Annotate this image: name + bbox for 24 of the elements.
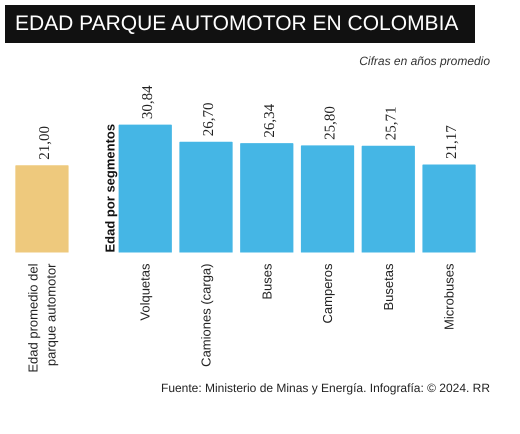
data-label: 26,34 [262,104,278,138]
x-tick-label: Camperos [320,263,336,324]
x-tick-label: Volquetas [138,263,153,321]
x-tick-label: Busetas [380,263,396,311]
bar [118,124,172,253]
x-tick-label: Edad promedio del parque automotor [25,262,58,373]
data-label: 21,00 [36,126,53,160]
chart-subtitle: Cifras en años promedio [359,53,490,70]
annotation: Edad por segmentos [102,124,118,253]
bar [422,164,476,253]
x-tick-label: Microbuses [442,263,457,330]
bar [300,146,354,253]
source-note: Fuente: Ministerio de Minas y Energía. Infografía: © 2024. RR [160,380,490,398]
data-label: 25,71 [383,106,400,140]
data-label: 25,80 [322,106,339,140]
chart-title: EDAD PARQUE AUTOMOTOR EN COLOMBIA [15,11,458,37]
bar [179,142,233,253]
bar [362,146,415,253]
data-label: 26,70 [201,102,218,136]
data-label: 21,17 [444,124,460,160]
x-tick-label: Buses [259,263,274,300]
data-label: 30,84 [140,84,156,120]
x-tick-label: Camiones (carga) [198,264,214,367]
bar [240,143,294,253]
